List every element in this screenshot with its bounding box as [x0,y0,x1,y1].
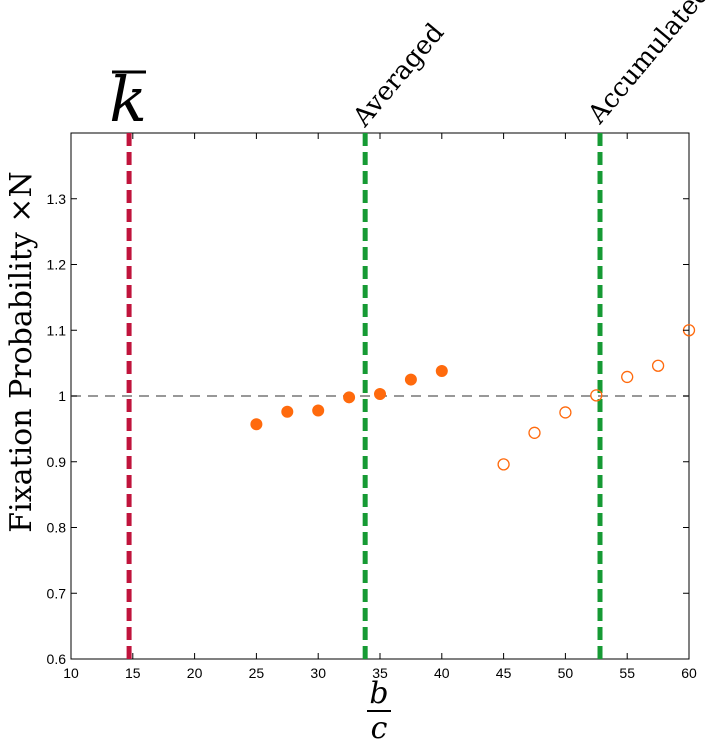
y-tick-label: 1.2 [47,257,67,273]
x-tick-label: 55 [619,665,635,681]
open-data-point [651,359,665,372]
open-data-point [497,458,510,471]
accumulated-label: Accumulated [582,0,706,130]
filled-data-point [435,365,448,378]
x-axis-label-denominator: c [371,711,388,744]
open-data-point [559,406,572,419]
x-tick-label: 25 [249,665,265,681]
x-tick-label: 30 [310,665,326,681]
y-axis-title: Fixation Probability ×N [4,171,39,532]
vertical-lines-layer [126,133,603,659]
y-tick-label: 0.9 [47,454,67,470]
y-tick-label: 0.8 [47,520,67,536]
y-tick-label: 0.6 [47,651,67,667]
filled-data-point [404,373,417,386]
averaged-label: Averaged [347,18,451,133]
k-bar-label: k [109,63,147,136]
x-tick-label: 35 [372,665,388,681]
x-tick-label: 15 [125,665,141,681]
ticks-layer: 10 15 20 25 30 35 40 45 50 55 60 0.6 0.7 0.8 0.9 1 1.1 1.… [47,133,697,681]
open-data-point [528,426,541,439]
y-tick-label: 1.3 [47,191,67,207]
x-tick-label: 50 [558,665,574,681]
x-axis-label-numerator: b [369,676,388,711]
filled-data-point [343,391,356,404]
open-data-point [621,370,634,384]
filled-data-point [312,404,325,417]
y-tick-label: 0.7 [47,585,67,601]
x-tick-label: 60 [681,665,697,681]
filled-data-point [250,418,263,431]
x-tick-label: 10 [63,665,79,681]
data-points-layer [250,324,696,471]
filled-data-point [281,405,294,418]
x-tick-label: 20 [187,665,203,681]
open-data-point [590,389,603,402]
x-tick-label: 40 [434,665,450,681]
x-tick-label: 45 [496,665,512,681]
filled-data-point [374,388,386,401]
y-tick-label: 1.1 [47,322,67,338]
y-tick-label: 1 [58,388,66,404]
